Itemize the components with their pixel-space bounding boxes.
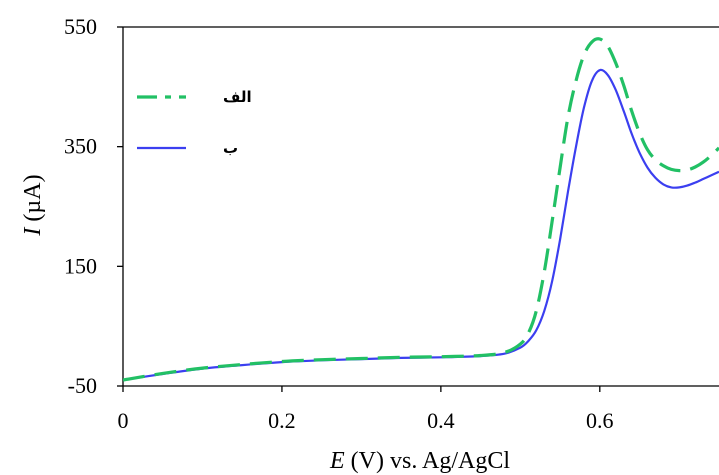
x-axis-title-text: (V) vs. Ag/AgCl <box>345 448 511 474</box>
series-line-1 <box>123 68 719 382</box>
y-tick-label: 550 <box>64 14 97 39</box>
x-tick-label: 0.6 <box>586 408 614 433</box>
y-axis-title: I (µA) <box>20 174 46 236</box>
x-axis-title-symbol: E <box>329 448 345 474</box>
y-tick-label: 350 <box>64 134 97 159</box>
x-tick-label: 0.4 <box>427 408 455 433</box>
axes: -50 150 350 550 0 0.2 0.4 0.6 <box>64 14 719 433</box>
y-tick-label: 150 <box>64 253 97 278</box>
legend-label-0: الف <box>223 88 252 106</box>
x-tick-label: 0 <box>118 408 129 433</box>
legend-label-1: ب <box>223 139 238 157</box>
y-axis-title-text: (µA) <box>20 174 46 227</box>
series-layer <box>123 37 719 382</box>
x-tick-label: 0.2 <box>268 408 296 433</box>
legend: الف ب <box>137 88 252 157</box>
series-line-0 <box>123 37 719 382</box>
x-axis-title: E (V) vs. Ag/AgCl <box>329 448 510 474</box>
y-tick-label: -50 <box>68 373 97 398</box>
y-axis-title-symbol: I <box>20 227 46 237</box>
